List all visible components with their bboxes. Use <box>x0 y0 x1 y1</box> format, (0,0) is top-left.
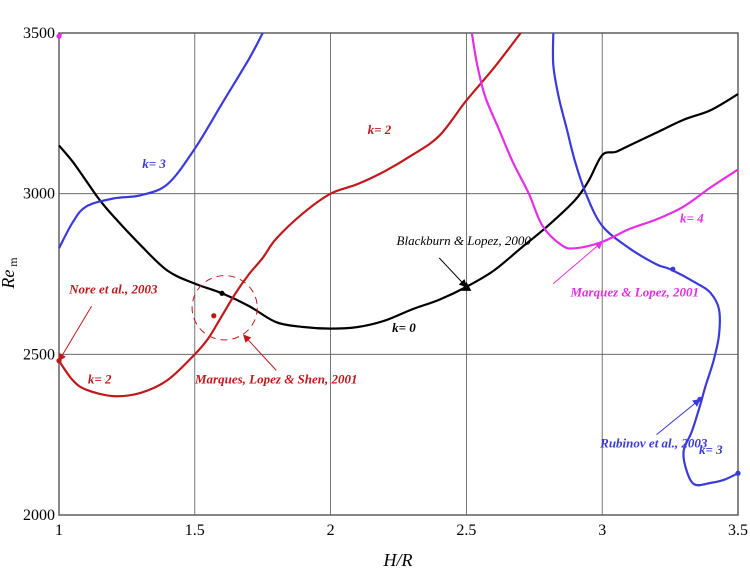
series-line-k3-3 <box>551 32 739 487</box>
y-tick-label: 2500 <box>23 346 55 363</box>
annotation-label: Rubinov et al., 2003 <box>599 436 708 451</box>
annotation-label: Marquez & Lopez, 2001 <box>570 284 700 299</box>
annotation-arrow <box>243 334 277 371</box>
series-line-k3-2 <box>58 32 264 249</box>
y-tick-label: 3000 <box>23 186 55 203</box>
annotation-layer: k= 3 k= 2 k= 2 k= 0 k= 4 k= 3 Blackburn & Lope… <box>58 122 723 457</box>
x-tick-label: 2.5 <box>456 522 476 539</box>
annotation-label: k= 2 <box>88 371 112 386</box>
x-tick-label: 2 <box>327 522 335 539</box>
y-axis-title-main: Re <box>0 270 18 290</box>
x-axis-title: H/R <box>383 550 413 570</box>
series-line-k2-1 <box>58 32 522 398</box>
x-tick-label: 1.5 <box>185 522 205 539</box>
annotation-label: Blackburn & Lopez, 2000 <box>397 233 532 248</box>
annotation-arrow <box>552 241 603 285</box>
y-tick-label: 2000 <box>23 507 55 524</box>
annotation-arrow <box>58 305 93 362</box>
annotation-label: k= 0 <box>392 320 416 335</box>
annotation-label: Nore et al., 2003 <box>68 281 158 296</box>
annotation-label: k= 3 <box>142 156 166 171</box>
series-line-k4-4 <box>470 32 739 250</box>
dot-marker <box>219 290 225 296</box>
dot-marker <box>56 33 62 39</box>
annotation-arrow <box>656 398 701 436</box>
dot-marker <box>735 470 741 476</box>
y-tick-label: 3500 <box>23 25 55 42</box>
svg-text:Rem: Re m <box>0 257 20 290</box>
annotation-arrow <box>438 257 468 288</box>
y-axis-title-sub: m <box>6 257 20 267</box>
highlight-circle <box>191 275 258 341</box>
tick-labels: 1 1.5 2 2.5 3 3.5 2000 2500 3000 3500 <box>23 25 748 539</box>
dot-marker <box>211 313 217 319</box>
annotation-label: Marques, Lopez & Shen, 2001 <box>194 371 358 386</box>
series-line-k0-0 <box>58 93 739 330</box>
x-tick-label: 3.5 <box>728 522 748 539</box>
grid <box>58 32 739 516</box>
x-tick-label: 1 <box>55 522 63 539</box>
series-layer <box>58 32 739 487</box>
dot-marker <box>670 266 676 272</box>
annotation-label: k= 2 <box>368 122 392 137</box>
annotation-label: k= 3 <box>699 442 723 457</box>
annotation-label: k= 4 <box>680 211 704 226</box>
x-tick-label: 3 <box>598 522 606 539</box>
y-axis-title: Re m <box>0 257 20 290</box>
